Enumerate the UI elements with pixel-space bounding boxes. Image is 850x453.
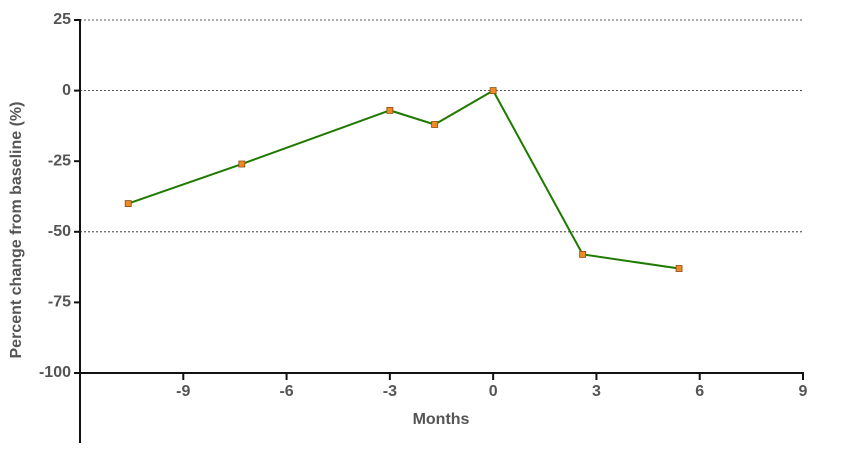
y-tick-label: 0 <box>62 82 71 99</box>
x-tick-label: -9 <box>176 383 190 400</box>
data-point <box>386 106 394 114</box>
data-line <box>127 89 680 270</box>
x-axis-label: Months <box>413 411 470 428</box>
y-axis-label: Percent change from baseline (%) <box>8 102 25 359</box>
x-tick-label: 9 <box>799 383 808 400</box>
x-tick-label: 0 <box>489 383 498 400</box>
data-point <box>238 160 246 168</box>
y-tick-label: 25 <box>53 11 71 28</box>
data-point <box>579 250 587 258</box>
x-tick-label: -6 <box>279 383 293 400</box>
y-tick-label: -25 <box>48 152 71 169</box>
data-point <box>489 87 497 94</box>
x-tick-label: 6 <box>695 383 704 400</box>
data-point <box>124 200 132 207</box>
data-point <box>431 121 439 128</box>
x-tick-label: -3 <box>383 383 397 400</box>
y-tick-label: -100 <box>39 364 71 381</box>
x-tick-label: 3 <box>592 383 601 400</box>
y-tick-label: -75 <box>48 294 71 311</box>
data-point <box>675 265 683 272</box>
y-tick-label: -50 <box>48 223 71 240</box>
